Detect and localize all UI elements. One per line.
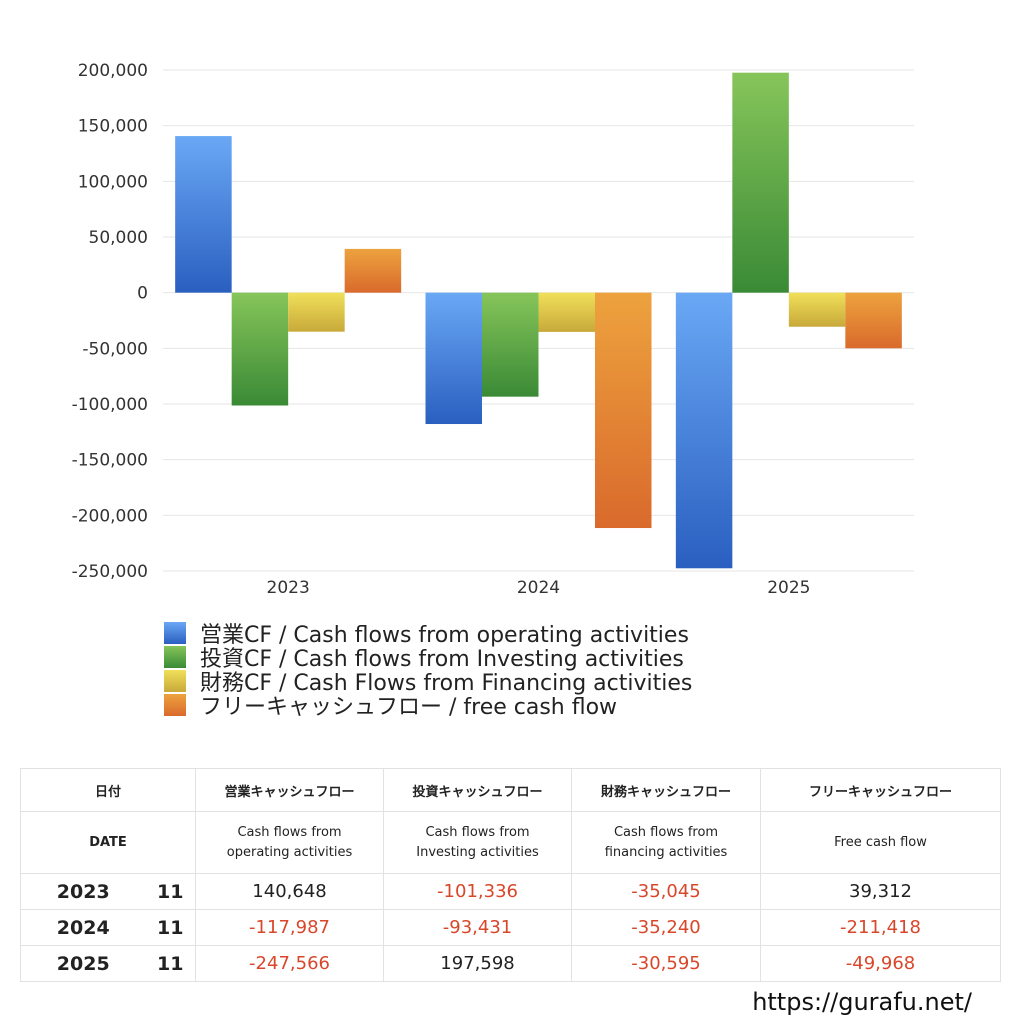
bar-2025-series-1 [732, 72, 789, 293]
header-date-en: DATE [19, 811, 197, 874]
legend-swatch-financing [164, 670, 186, 692]
bar-2025-series-2 [788, 292, 846, 327]
header-operating-jp: 営業キャッシュフロー [195, 768, 385, 812]
bar-2023-series-0 [175, 136, 232, 293]
header-investing-en-line2: Investing activities [416, 844, 539, 860]
header-financing-en-line2: financing activities [604, 844, 728, 860]
y-tick-label: -200,000 [72, 506, 148, 526]
cell-free: 39,312 [760, 873, 1002, 910]
legend-label-investing: 投資CF / Cash flows from Investing activit… [200, 647, 684, 672]
legend-swatch-investing [164, 646, 186, 668]
header-free-jp: フリーキャッシュフロー [760, 768, 1002, 812]
bars [175, 72, 902, 569]
legend-label-financing: 財務CF / Cash Flows from Financing activit… [200, 671, 693, 696]
cell-operating: -117,987 [195, 909, 385, 946]
row-year: 2025 [20, 945, 146, 982]
row-year: 2024 [20, 909, 146, 946]
cell-free: -49,968 [760, 945, 1002, 982]
header-investing-en: Cash flows from Investing activities [383, 811, 573, 874]
cell-financing: -35,240 [571, 909, 762, 946]
cell-investing: -93,431 [383, 909, 573, 946]
bar-2024-series-0 [425, 292, 482, 425]
bar-2024-series-3 [595, 292, 652, 529]
bar-2023-series-3 [344, 248, 402, 293]
x-tick-label: 2023 [267, 578, 310, 598]
bar-2024-series-1 [482, 292, 539, 397]
y-tick-label: -50,000 [82, 339, 148, 359]
table-row: 2025 11 -247,566 197,598 -30,595 -49,968 [20, 945, 1002, 982]
bar-2025-series-3 [845, 292, 902, 349]
legend-swatch-free [164, 694, 186, 716]
header-financing-jp: 財務キャッシュフロー [571, 768, 762, 812]
header-investing-jp: 投資キャッシュフロー [383, 768, 573, 812]
cell-financing: -30,595 [571, 945, 762, 982]
legend-item-financing: 財務CF / Cash Flows from Financing activit… [164, 669, 692, 696]
row-month: 11 [145, 945, 197, 982]
y-tick-label: 150,000 [78, 117, 148, 137]
legend-swatch-operating [164, 622, 186, 644]
cell-financing: -35,045 [571, 873, 762, 910]
bar-2023-series-2 [288, 292, 345, 332]
chart-legend: 営業CF / Cash flows from operating activit… [164, 621, 692, 720]
x-tick-label: 2024 [517, 578, 560, 598]
legend-label-operating: 営業CF / Cash flows from operating activit… [200, 623, 689, 648]
header-financing-en-line1: Cash flows from [613, 824, 719, 840]
y-tick-label: 50,000 [89, 228, 148, 248]
row-year: 2023 [20, 873, 146, 910]
header-operating-en-line1: Cash flows from [237, 824, 342, 840]
y-tick-label: -100,000 [72, 395, 148, 415]
x-tick-label: 2025 [767, 578, 810, 598]
legend-label-free: フリーキャッシュフロー / free cash flow [200, 695, 618, 720]
legend-item-investing: 投資CF / Cash flows from Investing activit… [164, 645, 692, 672]
bar-2023-series-1 [231, 292, 289, 406]
y-tick-label: 0 [137, 284, 148, 304]
table-header-row-en: DATE Cash flows from operating activitie… [19, 811, 1002, 874]
cell-operating: -247,566 [195, 945, 385, 982]
legend-item-free: フリーキャッシュフロー / free cash flow [164, 693, 692, 720]
cell-investing: -101,336 [383, 873, 573, 910]
legend-item-operating: 営業CF / Cash flows from operating activit… [164, 621, 692, 648]
header-financing-en: Cash flows from financing activities [571, 811, 762, 874]
header-operating-en-line2: operating activities [226, 844, 353, 860]
header-date-jp: 日付 [19, 768, 197, 812]
y-axis-ticks: 200,000 150,000 100,000 50,000 0 -50,000 -100,… [72, 61, 148, 582]
header-investing-en-line1: Cash flows from [425, 824, 530, 840]
cell-free: -211,418 [760, 909, 1002, 946]
cash-flow-table: 日付 営業キャッシュフロー 投資キャッシュフロー 財務キャッシュフロー フリーキ… [19, 768, 1002, 982]
row-month: 11 [145, 909, 197, 946]
y-tick-label: 100,000 [78, 172, 148, 192]
cell-operating: 140,648 [195, 873, 385, 910]
table-row: 2023 11 140,648 -101,336 -35,045 39,312 [20, 873, 1002, 910]
cash-flow-bar-chart: 200,000 150,000 100,000 50,000 0 -50,000 -100,… [72, 61, 914, 598]
y-tick-label: -250,000 [72, 562, 148, 582]
site-url[interactable]: https://gurafu.net/ [752, 988, 972, 1016]
header-operating-en: Cash flows from operating activities [195, 811, 385, 874]
table-header-row-jp: 日付 営業キャッシュフロー 投資キャッシュフロー 財務キャッシュフロー フリーキ… [19, 768, 1002, 812]
x-axis-ticks: 2023 2024 2025 [267, 578, 811, 598]
y-tick-label: 200,000 [78, 61, 148, 81]
table-row: 2024 11 -117,987 -93,431 -35,240 -211,41… [20, 909, 1002, 946]
y-tick-label: -150,000 [72, 451, 148, 471]
row-month: 11 [145, 873, 197, 910]
cell-investing: 197,598 [383, 945, 573, 982]
header-free-en: Free cash flow [760, 811, 1002, 874]
bar-2024-series-2 [538, 292, 595, 332]
bar-2025-series-0 [675, 292, 733, 569]
